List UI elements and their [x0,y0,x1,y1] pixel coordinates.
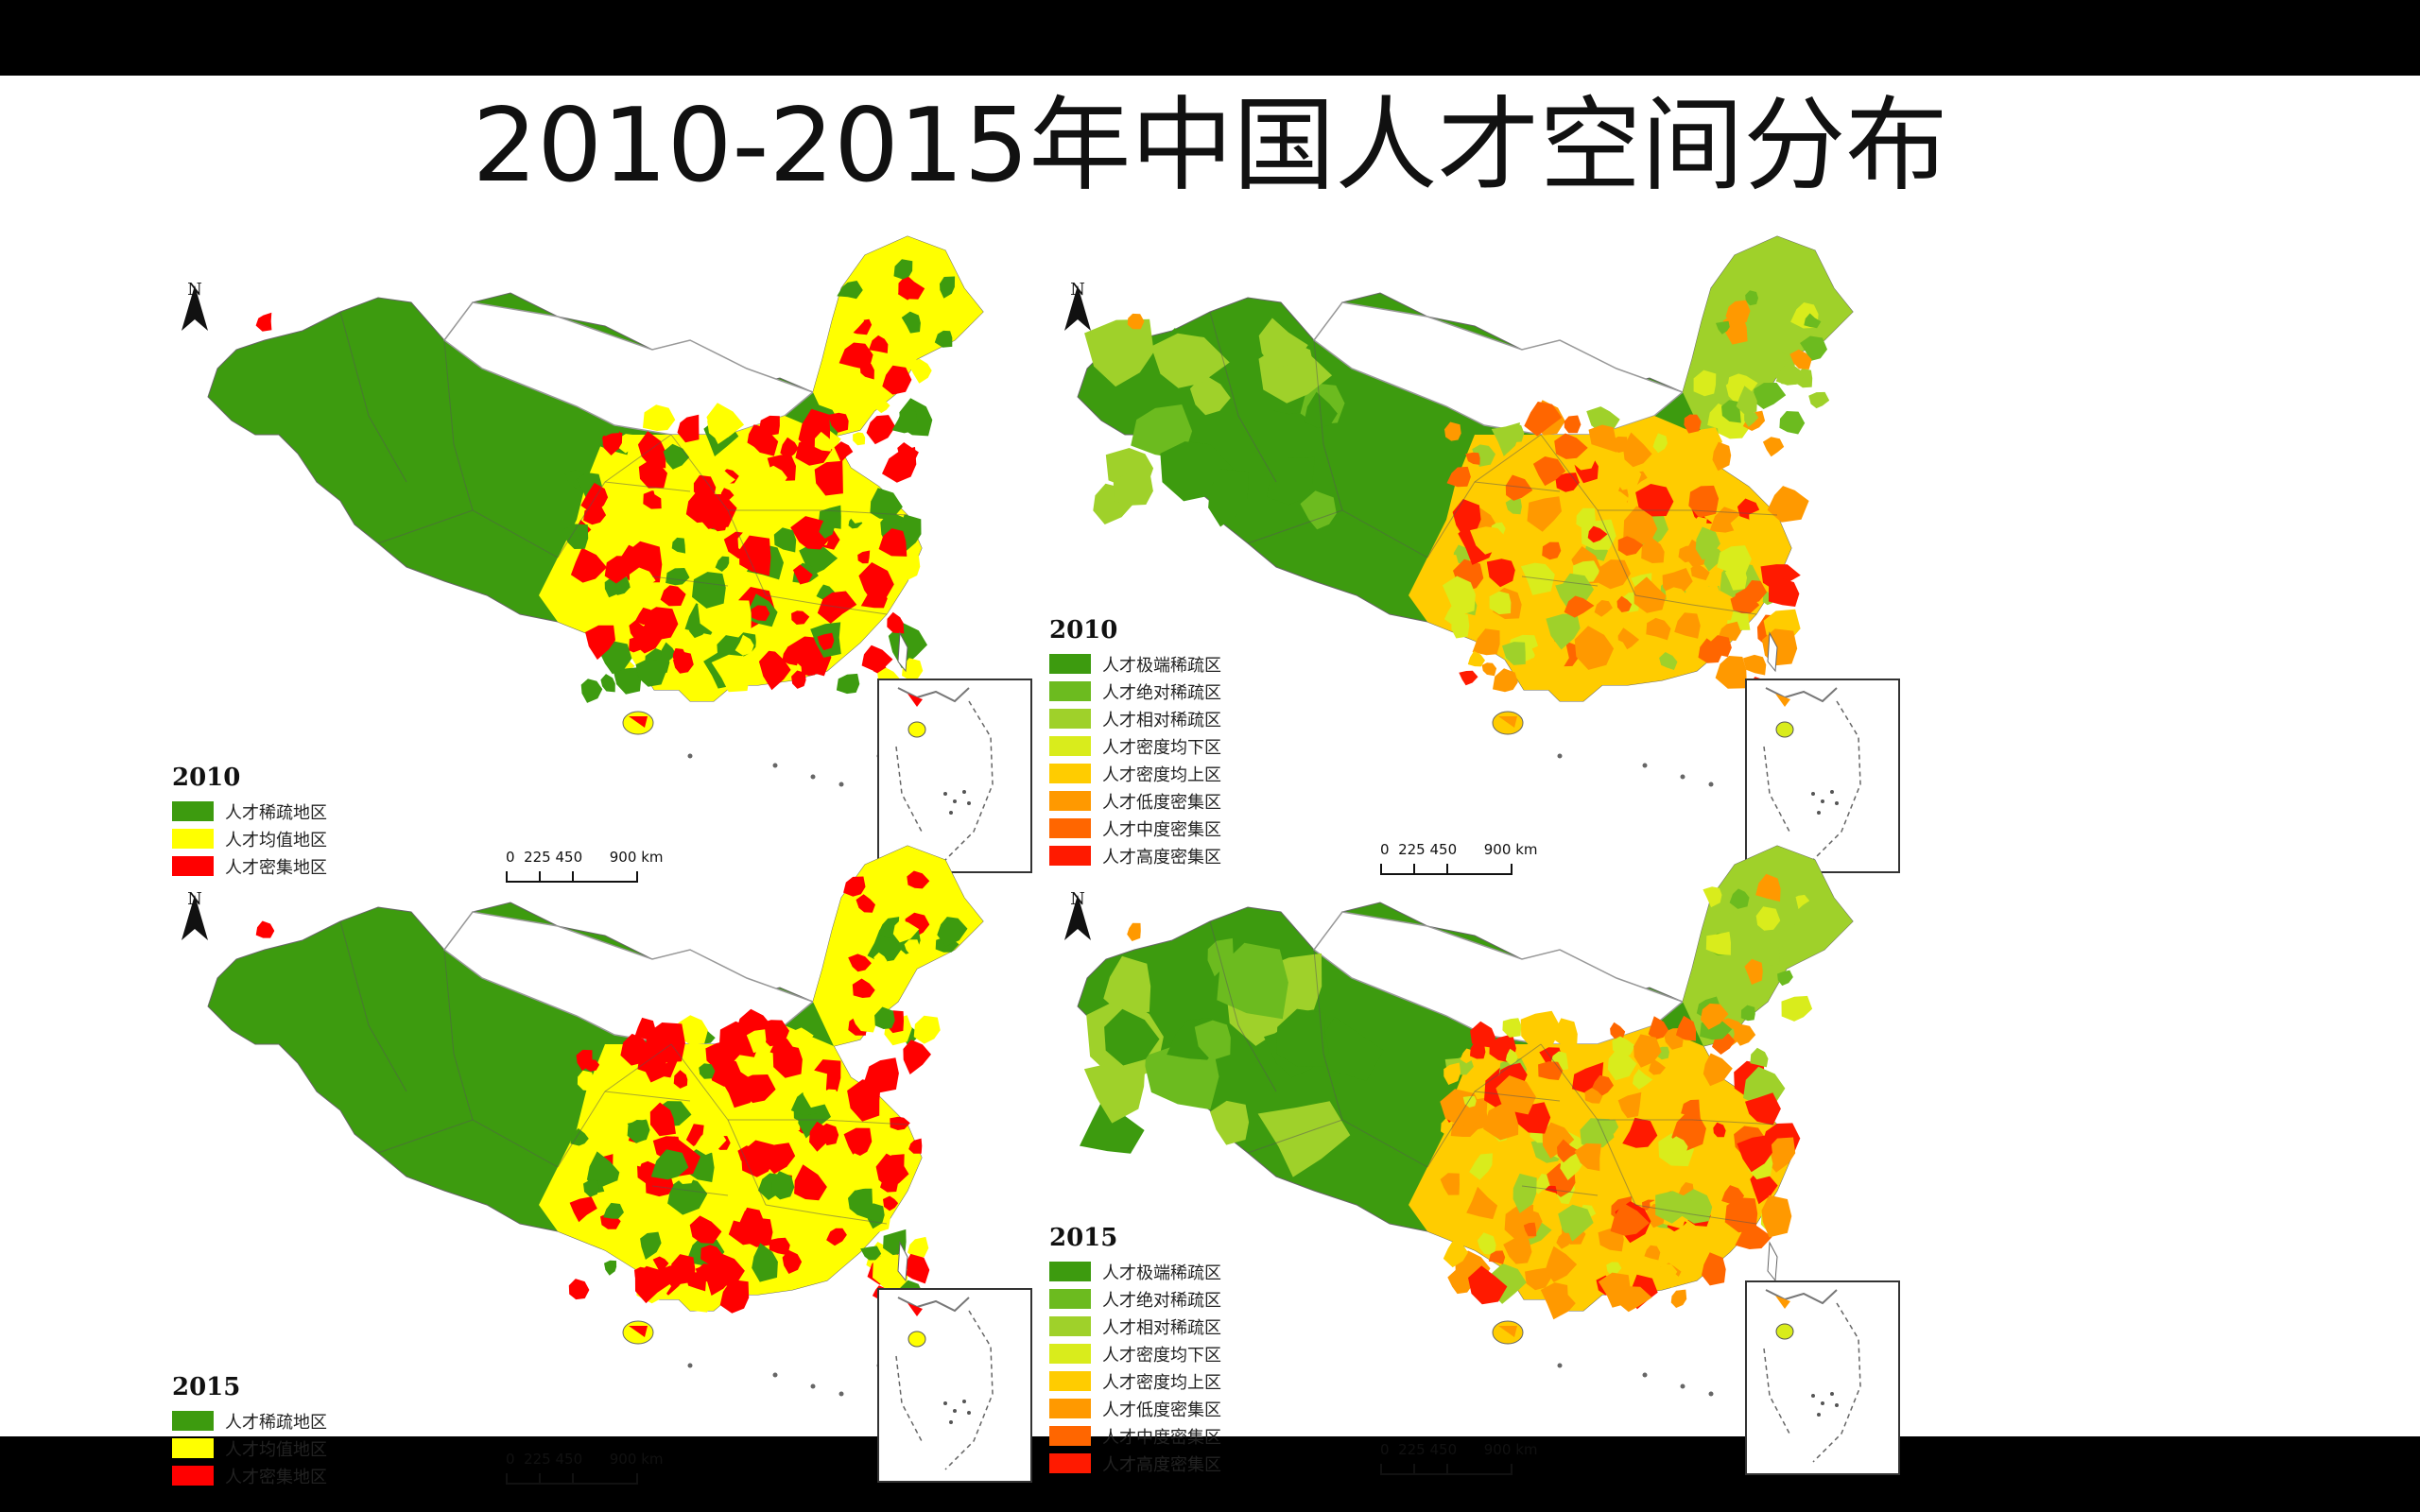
legend-swatch [172,1466,214,1486]
legend-label: 人才高度密集区 [1102,1454,1221,1475]
legend-label: 人才低度密集区 [1102,1400,1221,1420]
legend-swatch [1049,681,1091,701]
legend-item: 人才低度密集区 [1049,787,1221,815]
legend-label: 人才均值地区 [225,1439,327,1460]
scale-bar: 0 225 450 900 km [506,849,664,883]
legend-item: 人才密度均下区 [1049,1340,1221,1367]
legend-year: 2010 [1049,616,1118,644]
map-panel-2010-three-class: N 2010 人才稀疏地区 人才均值地区 人才密集地区 0 225 450 90… [161,198,1032,883]
south-china-sea-inset [877,679,1032,873]
china-map [1077,845,1854,1397]
map-legend: 2015 人才极端稀疏区 人才绝对稀疏区 人才相对稀疏区 人才密度均下区 人才密… [1049,1224,1221,1477]
legend-swatch [1049,1453,1091,1473]
legend-swatch [172,856,214,876]
legend-label: 人才稀疏地区 [225,802,327,823]
legend-swatch [172,1438,214,1458]
legend-label: 人才中度密集区 [1102,819,1221,840]
legend-swatch [1049,764,1091,783]
legend-label: 人才绝对稀疏区 [1102,1290,1221,1311]
map-legend: 2010 人才极端稀疏区 人才绝对稀疏区 人才相对稀疏区 人才密度均下区 人才密… [1049,616,1221,869]
legend-item: 人才中度密集区 [1049,815,1221,842]
legend-swatch [1049,1344,1091,1364]
legend-swatch [172,829,214,849]
legend-item: 人才极端稀疏区 [1049,1258,1221,1285]
slide-title: 2010-2015年中国人才空间分布 [472,87,1948,205]
legend-item: 人才稀疏地区 [172,1407,327,1435]
legend-item: 人才相对稀疏区 [1049,1313,1221,1340]
legend-year: 2010 [172,764,241,792]
legend-item: 人才密集地区 [172,852,327,880]
north-arrow-icon: N [166,889,223,940]
legend-item: 人才绝对稀疏区 [1049,1285,1221,1313]
china-map [207,235,984,787]
legend-label: 人才密度均上区 [1102,765,1221,785]
legend-year: 2015 [172,1373,241,1401]
north-arrow-icon: N [1049,889,1106,940]
legend-swatch [1049,1426,1091,1446]
legend-item: 人才密集地区 [172,1462,327,1489]
legend-item: 人才相对稀疏区 [1049,705,1221,732]
north-arrow-icon: N [1049,280,1106,331]
south-china-sea-inset [1745,679,1900,873]
legend-label: 人才密度均下区 [1102,1345,1221,1366]
legend-swatch [1049,1316,1091,1336]
legend-year: 2015 [1049,1224,1118,1252]
map-legend: 2015 人才稀疏地区 人才均值地区 人才密集地区 [172,1373,327,1489]
map-panel-2015-three-class: N 2015 人才稀疏地区 人才均值地区 人才密集地区 0 225 450 90… [161,808,1032,1487]
legend-item: 人才稀疏地区 [172,798,327,825]
legend-label: 人才均值地区 [225,830,327,850]
legend-item: 人才极端稀疏区 [1049,650,1221,678]
legend-label: 人才密度均上区 [1102,1372,1221,1393]
scale-bar: 0 225 450 900 km [1380,841,1538,875]
legend-item: 人才均值地区 [172,825,327,852]
legend-label: 人才密集地区 [225,1467,327,1487]
scale-bar: 0 225 450 900 km [506,1451,664,1485]
slide: 2010-2015年中国人才空间分布 N 2010 人才稀疏地区 人才均值地区 … [0,76,2420,1487]
legend-label: 人才相对稀疏区 [1102,1317,1221,1338]
map-panel-2010-eight-class: N 2010 人才极端稀疏区 人才绝对稀疏区 人才相对稀疏区 人才密度均下区 人… [1049,198,1919,875]
south-china-sea-inset [1745,1280,1900,1475]
legend-item: 人才均值地区 [172,1435,327,1462]
legend-label: 人才极端稀疏区 [1102,655,1221,676]
legend-item: 人才绝对稀疏区 [1049,678,1221,705]
legend-swatch [1049,791,1091,811]
legend-swatch [1049,736,1091,756]
legend-swatch [1049,1262,1091,1281]
legend-item: 人才密度均上区 [1049,1367,1221,1395]
legend-label: 人才中度密集区 [1102,1427,1221,1448]
legend-swatch [1049,709,1091,729]
map-legend: 2010 人才稀疏地区 人才均值地区 人才密集地区 [172,764,327,880]
legend-swatch [1049,1371,1091,1391]
china-map [207,845,984,1397]
legend-item: 人才密度均上区 [1049,760,1221,787]
china-map [1077,235,1854,787]
legend-item: 人才低度密集区 [1049,1395,1221,1422]
legend-item: 人才高度密集区 [1049,842,1221,869]
legend-label: 人才高度密集区 [1102,847,1221,868]
legend-label: 人才密集地区 [225,857,327,878]
legend-swatch [172,1411,214,1431]
legend-label: 人才绝对稀疏区 [1102,682,1221,703]
legend-label: 人才稀疏地区 [225,1412,327,1433]
legend-swatch [1049,1399,1091,1418]
south-china-sea-inset [877,1288,1032,1483]
legend-swatch [172,801,214,821]
north-arrow-icon: N [166,280,223,331]
legend-item: 人才密度均下区 [1049,732,1221,760]
legend-swatch [1049,846,1091,866]
legend-item: 人才高度密集区 [1049,1450,1221,1477]
legend-label: 人才极端稀疏区 [1102,1263,1221,1283]
map-panel-2015-eight-class: N 2015 人才极端稀疏区 人才绝对稀疏区 人才相对稀疏区 人才密度均下区 人… [1049,808,1919,1475]
legend-item: 人才中度密集区 [1049,1422,1221,1450]
legend-swatch [1049,654,1091,674]
legend-swatch [1049,1289,1091,1309]
legend-label: 人才相对稀疏区 [1102,710,1221,730]
legend-label: 人才低度密集区 [1102,792,1221,813]
legend-swatch [1049,818,1091,838]
legend-label: 人才密度均下区 [1102,737,1221,758]
scale-bar: 0 225 450 900 km [1380,1441,1538,1475]
